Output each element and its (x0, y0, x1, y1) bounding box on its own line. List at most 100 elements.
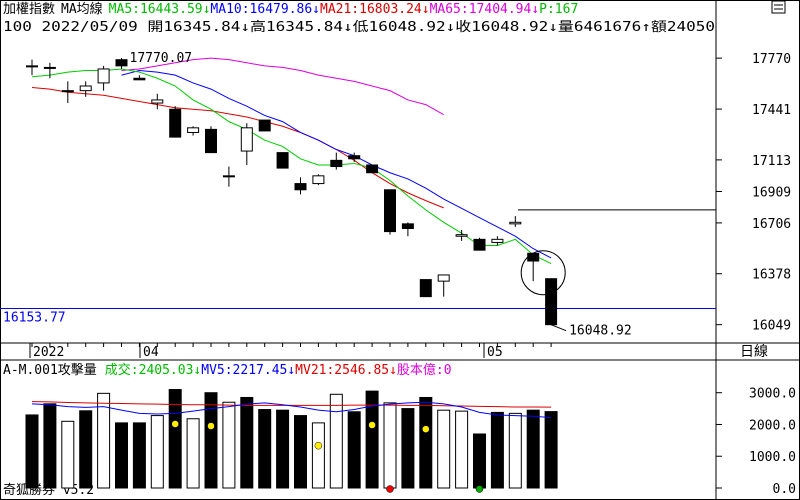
volume-bar (97, 392, 111, 489)
candle-body (240, 127, 253, 152)
volume-bar (258, 409, 272, 489)
volume-signal-dot (475, 485, 484, 493)
candle-body (169, 108, 182, 138)
volume-bar (115, 422, 128, 489)
ma10-line (121, 70, 552, 259)
settings-icon[interactable] (771, 0, 786, 14)
date-tick-label: 2022 (33, 345, 64, 360)
candle-body (258, 119, 271, 132)
volume-bar (61, 420, 75, 489)
candle-body (79, 85, 92, 92)
volume-signal-dot (314, 441, 323, 450)
volume-bar (437, 409, 451, 489)
volume-bar (43, 403, 57, 489)
price-tick-label: 17113 (752, 154, 791, 169)
volume-bar (419, 396, 433, 489)
mv5-value: MV5:2217.45↓ (201, 363, 295, 378)
candle-body (133, 77, 146, 81)
low-price-pointer (550, 324, 567, 332)
ma5-line (31, 68, 552, 265)
candle-body (527, 252, 540, 262)
volume-bar (311, 422, 325, 489)
volume-bar (347, 411, 361, 489)
candle-body (330, 159, 343, 168)
price-tick-label: 16909 (752, 185, 791, 200)
volume-bar (25, 414, 39, 489)
volume-signal-dot (207, 422, 215, 430)
candle-body (222, 175, 235, 178)
candle-body (473, 238, 486, 251)
candle-body (115, 59, 128, 67)
candle-body (437, 274, 450, 282)
volume-tick-label: 1000.0 (749, 450, 796, 465)
candle-body (312, 175, 325, 185)
candle-body (61, 90, 74, 93)
mv21-value: MV21:2546.85↓ (295, 363, 397, 378)
price-tick-label: 16706 (752, 217, 791, 232)
candle-body (455, 234, 468, 237)
volume-bar (276, 409, 290, 489)
candle-body (509, 221, 522, 225)
volume-signal-dot (368, 421, 376, 429)
price-tick-label: 17441 (752, 103, 791, 118)
volume-bar (168, 389, 182, 489)
volume-bar (365, 390, 379, 489)
volume-signal-dot (386, 485, 394, 493)
volume-bar (490, 411, 504, 489)
volume-bar (544, 411, 558, 489)
candle-body (151, 99, 164, 104)
p-value: P:167 (539, 2, 578, 17)
volume-bar (79, 410, 93, 489)
volume-bar (132, 422, 146, 489)
mv5-line (31, 401, 552, 419)
ma21-line (31, 87, 444, 209)
candle-body (384, 189, 396, 233)
volume-bar (508, 412, 522, 489)
capital-value: 股本億:0 (397, 362, 452, 378)
price-tick-label: 17770 (752, 52, 791, 67)
volume-tick-label: 2000.0 (749, 418, 796, 433)
candle-body (401, 223, 414, 229)
price-tick-label: 16378 (752, 268, 791, 283)
ohlc-info-line: 100 2022/05/09 開16345.84↓高16345.84↓低1604… (3, 19, 715, 35)
volume-bar (186, 418, 200, 489)
candle-body (491, 238, 504, 243)
candle-body (43, 66, 56, 69)
volume-bar (294, 415, 307, 489)
candle-body (294, 183, 307, 191)
price-panel: 17770 17441 17113 16909 16706 16378 16049 16153… (0, 51, 791, 339)
volume-bar (526, 409, 540, 489)
high-price-label: 17770.07 (130, 51, 193, 66)
date-tick-label: 05 (487, 345, 503, 360)
volume-bar (455, 410, 469, 489)
period-label[interactable]: 日線 (740, 344, 768, 360)
ma10-value: MA10:16479.86↓ (210, 2, 320, 17)
ma-label: MA均線 (61, 1, 103, 17)
candle-body (545, 278, 558, 326)
volume-bar (401, 408, 415, 489)
candle-body (187, 127, 200, 133)
highlight-circle (520, 250, 566, 296)
price-tick-label: 16049 (752, 319, 791, 334)
volume-tick-label: 3000.0 (749, 387, 796, 402)
index-title: 加權指數 (3, 2, 55, 17)
date-tick-label: 04 (143, 345, 159, 360)
candle-body (419, 279, 432, 298)
volume-bar (383, 402, 397, 489)
date-axis: 2022 04 05 (29, 343, 552, 360)
ma21-value: MA21:16803.24↓ (320, 2, 430, 17)
candle-body (366, 164, 379, 174)
volume-bar (240, 396, 254, 489)
volume-indicator-label: A-M.001攻擊量 (3, 362, 97, 378)
volume-bar (204, 392, 218, 489)
ma5-value: MA5:16443.59↓ (109, 2, 211, 17)
volume-tick-label: 0.0 (773, 482, 796, 497)
ma65-value: MA65:17404.94↓ (430, 2, 540, 17)
low-price-label: 16048.92 (569, 324, 632, 339)
volume-bar (473, 433, 486, 489)
volume-signal-dot (171, 420, 179, 428)
volume-signal-dot (422, 425, 430, 433)
candle-body (348, 155, 361, 160)
